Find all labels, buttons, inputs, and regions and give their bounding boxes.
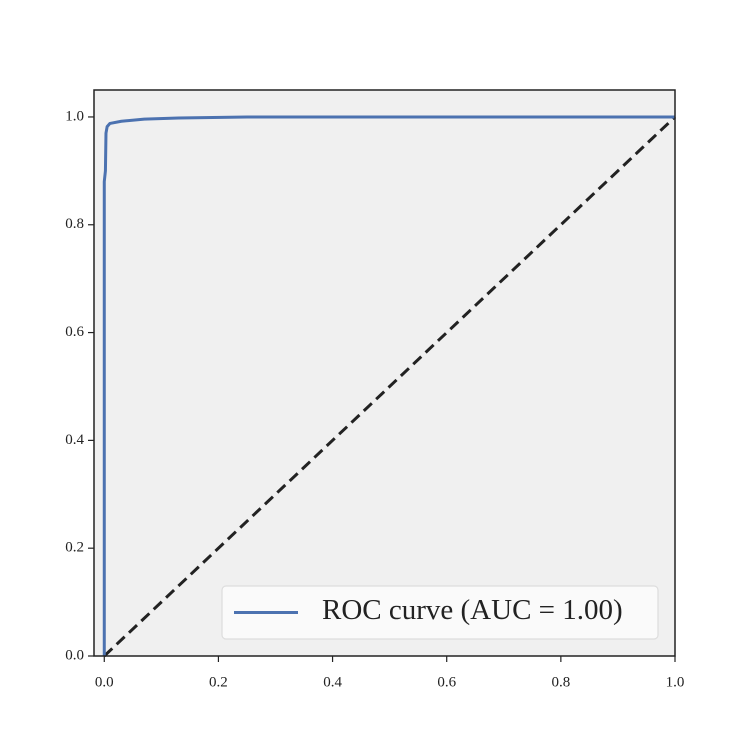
x-tick-label: 1.0: [666, 674, 685, 690]
x-tick-label: 0.2: [209, 674, 228, 690]
x-tick-label: 0.0: [95, 674, 114, 690]
legend-box: [221, 585, 659, 640]
reference-line: [103, 115, 677, 658]
x-tick-label: 0.4: [323, 674, 342, 690]
y-tick-label: 0.6: [65, 324, 84, 340]
y-tick-label: 0.2: [65, 540, 84, 556]
x-tick-label: 0.6: [437, 674, 456, 690]
legend-label: ROC curve (AUC = 1.00): [322, 594, 623, 626]
y-tick-label: 0.0: [65, 647, 84, 663]
plot-area: [94, 90, 675, 656]
y-tick-label: 1.0: [65, 108, 84, 124]
axes-frame: [93, 89, 676, 657]
roc-line: [102, 115, 675, 656]
y-tick-label: 0.4: [65, 432, 84, 448]
x-tick-label: 0.8: [551, 674, 570, 690]
y-tick-label: 0.8: [65, 216, 84, 232]
